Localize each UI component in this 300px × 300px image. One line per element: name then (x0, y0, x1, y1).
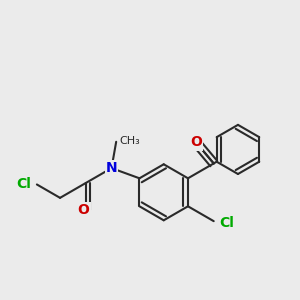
Text: N: N (106, 161, 117, 175)
Text: Cl: Cl (16, 178, 31, 191)
Text: Cl: Cl (219, 216, 234, 230)
Text: O: O (190, 136, 202, 149)
Text: CH₃: CH₃ (120, 136, 140, 146)
Text: O: O (78, 203, 89, 217)
